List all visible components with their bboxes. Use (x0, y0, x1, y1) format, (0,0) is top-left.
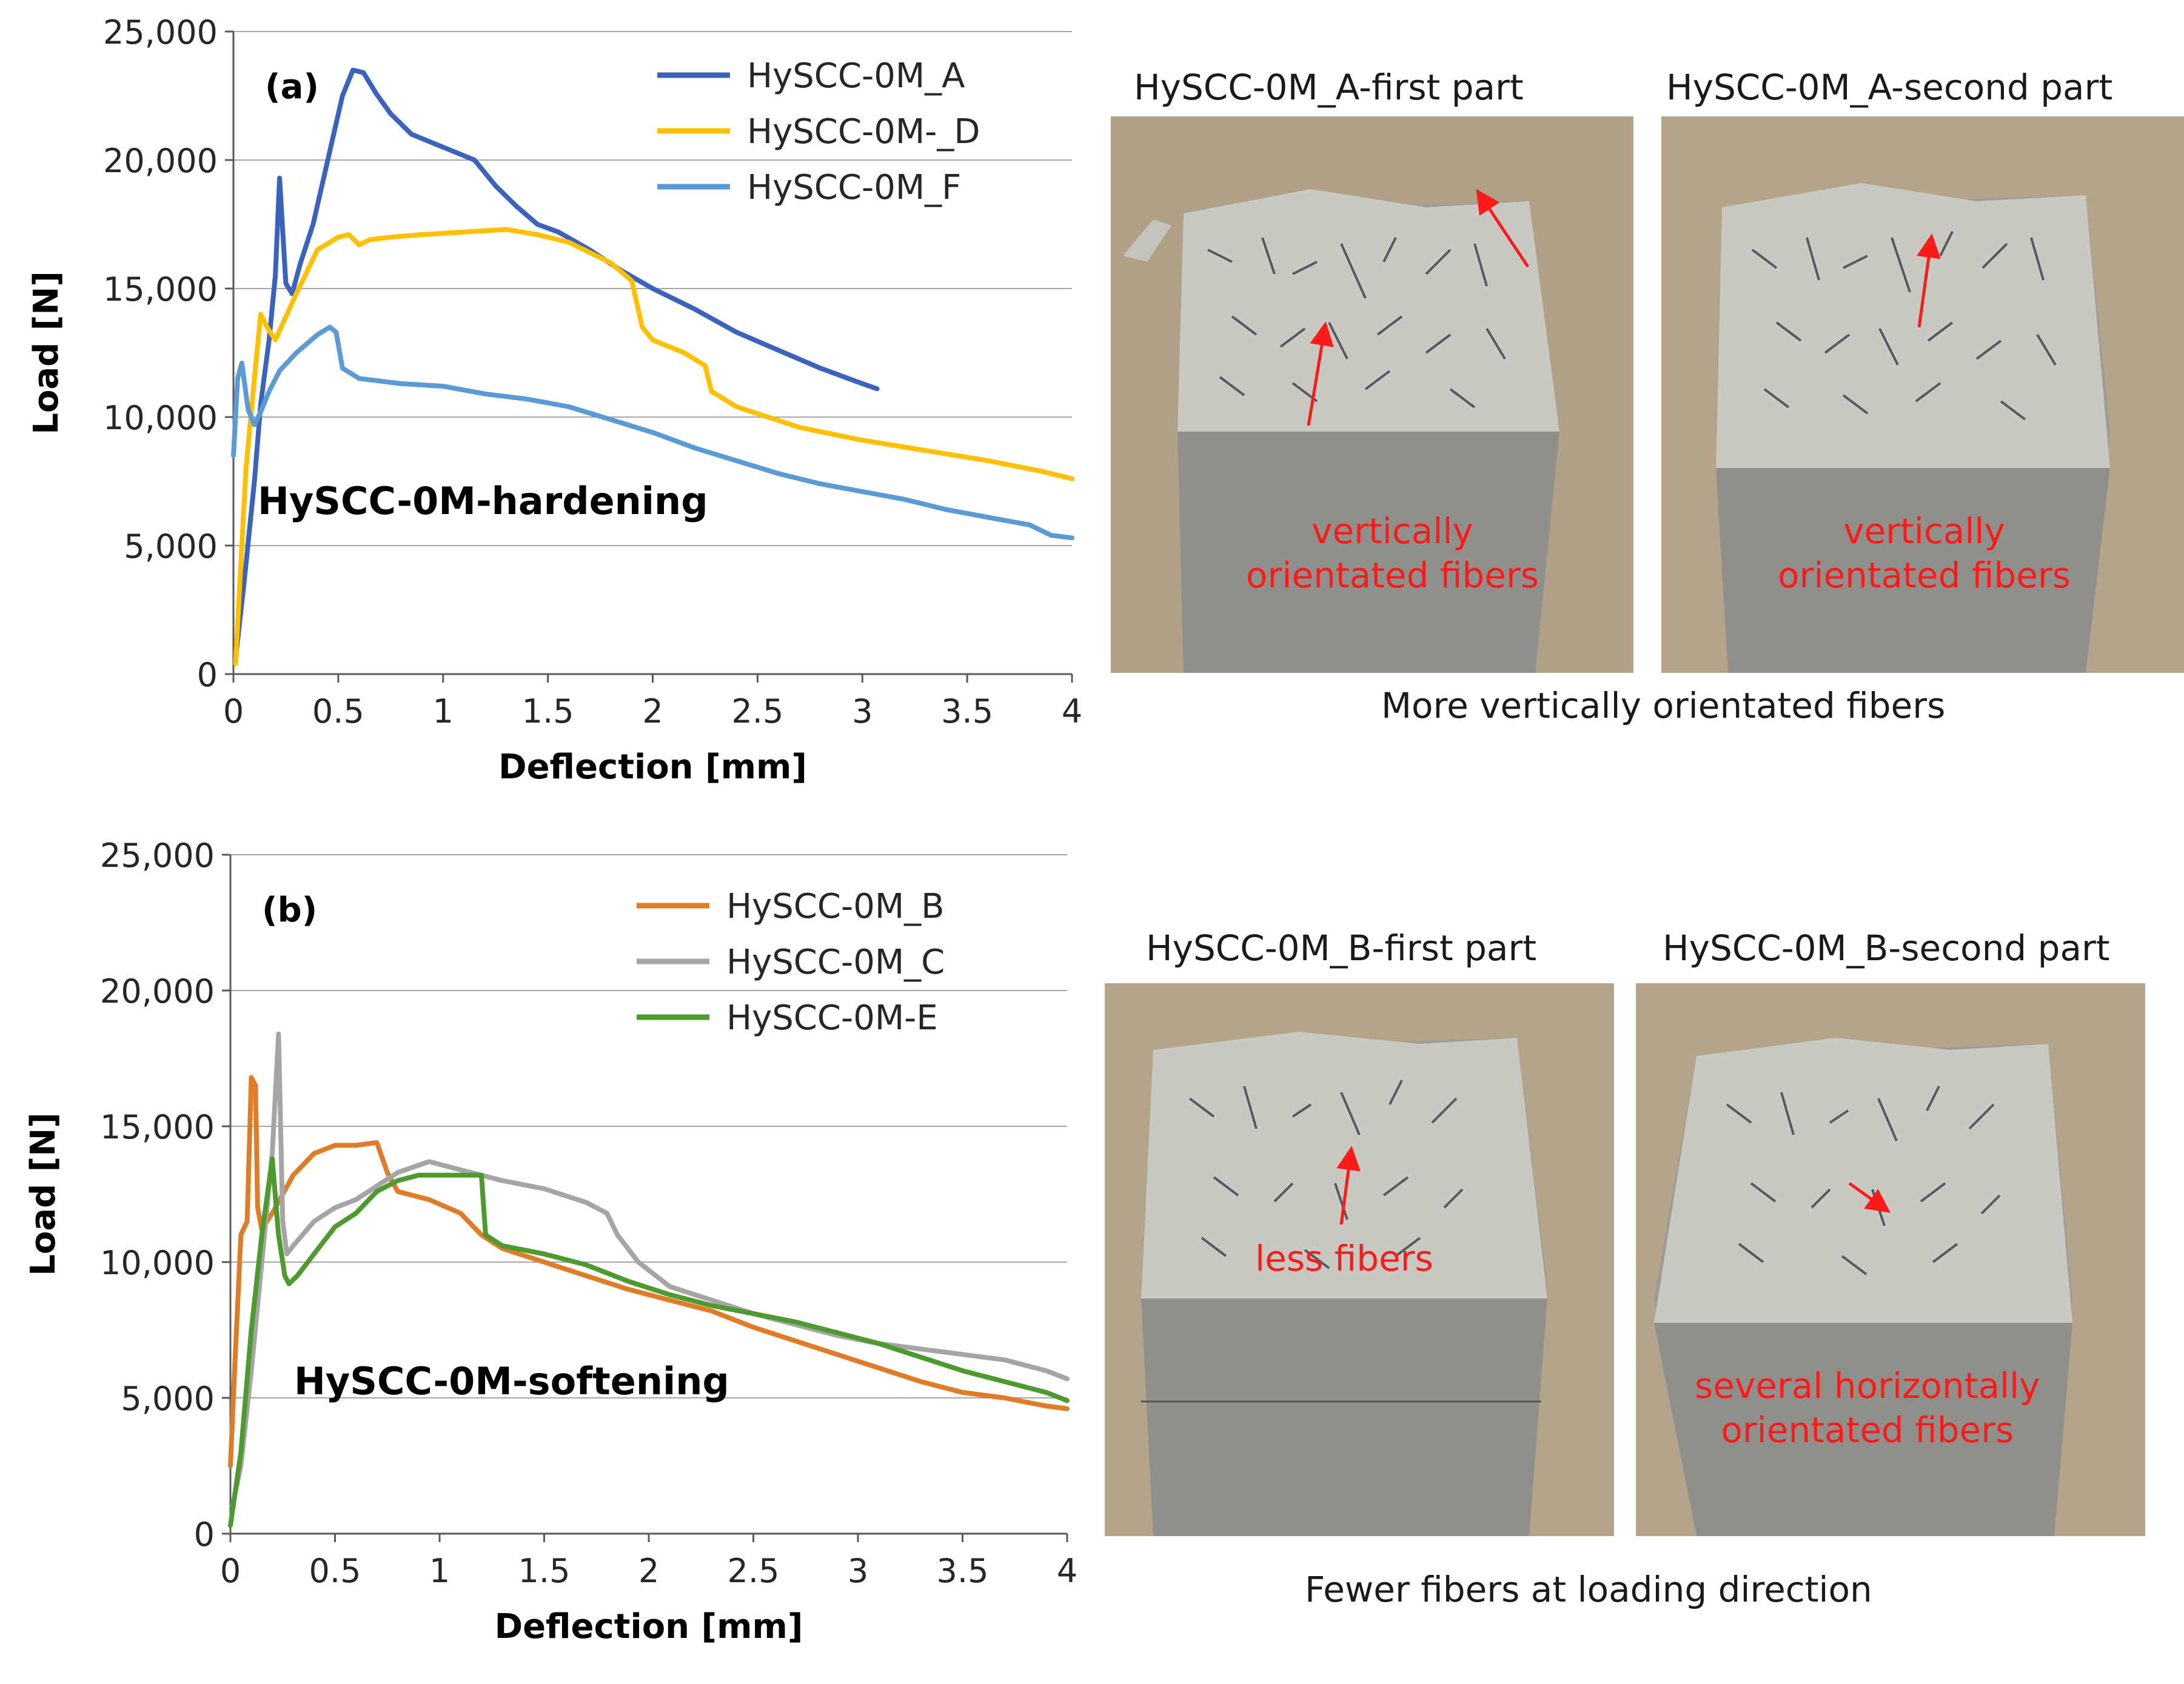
y-tick-label-2: 10,000 (100, 1244, 215, 1282)
series-line-HySCC-0M-E (228, 1156, 1070, 1528)
y-tick-label-1: 5,000 (124, 527, 218, 566)
series-line-HySCC-0M_B (228, 1075, 1070, 1468)
legend-label-2: HySCC-0M_F (747, 168, 961, 207)
chart-b-softening: 0 5,000 10,000 15,000 20,000 25,000 0 0.5 1 1.5 2 2… (24, 837, 1077, 1646)
arrow-b1 (1336, 1146, 1361, 1225)
legend-label-2: HySCC-0M-E (726, 998, 938, 1038)
arrow-a2 (1917, 233, 1941, 328)
y-tick-label-1: 5,000 (121, 1380, 215, 1418)
x-tick-label-3: 1.5 (522, 692, 574, 730)
x-tick-label-7: 3.5 (941, 692, 993, 730)
legend-label-1: HySCC-0M-_D (747, 112, 980, 152)
photo-a-second-part (1661, 116, 2184, 673)
x-tick-label-6: 3 (848, 1552, 868, 1590)
photo-a2-title: HySCC-0M_A-second part (1666, 67, 2113, 108)
x-tick-label-4: 2 (642, 692, 663, 730)
photo-a1-note: vertically orientated fibers (1246, 510, 1539, 596)
photo-b1-title: HySCC-0M_B-first part (1146, 927, 1537, 969)
x-tick-label-3: 1.5 (518, 1552, 571, 1590)
x-tick-label-1: 0.5 (309, 1552, 361, 1590)
photo-b-caption: Fewer fibers at loading direction (1305, 1569, 1872, 1610)
series-line-HySCC-0M-_D (233, 227, 1074, 666)
photo-b-first-part (1105, 983, 1614, 1536)
photo-b2-note: several horizontally orientated fibers (1695, 1365, 2040, 1451)
series-line-HySCC-0M_A (233, 67, 880, 661)
x-tick-label-8: 4 (1057, 1552, 1077, 1590)
legend-label-0: HySCC-0M_B (726, 887, 945, 926)
panel-label: (b) (262, 890, 317, 930)
x-tick-label-1: 0.5 (312, 692, 364, 730)
photo-a2-note: vertically orientated fibers (1778, 510, 2071, 596)
x-tick-label-0: 0 (223, 692, 244, 730)
x-axis-title: Deflection [mm] (498, 747, 807, 787)
panel-label: (a) (265, 67, 319, 107)
photo-b1-note: less fibers (1255, 1238, 1433, 1279)
x-axis-title: Deflection [mm] (495, 1607, 803, 1646)
photo-b2-title: HySCC-0M_B-second part (1663, 927, 2110, 969)
x-tick-label-4: 2 (638, 1552, 659, 1590)
x-tick-label-6: 3 (852, 692, 873, 730)
series-line-HySCC-0M_F (231, 324, 1074, 541)
y-tick-label-5: 25,000 (100, 837, 215, 875)
y-tick-label-2: 10,000 (103, 399, 218, 437)
x-tick-label-5: 2.5 (731, 692, 783, 730)
x-tick-label-8: 4 (1062, 692, 1082, 730)
x-tick-label-0: 0 (220, 1552, 241, 1590)
y-axis-title: Load [N] (24, 1112, 63, 1276)
legend-label-1: HySCC-0M_C (726, 943, 945, 982)
x-tick-label-7: 3.5 (937, 1552, 989, 1590)
y-tick-label-4: 20,000 (103, 142, 218, 180)
arrow-b2 (1848, 1181, 1891, 1213)
photo-a1-title: HySCC-0M_A-first part (1134, 67, 1524, 108)
x-tick-label-5: 2.5 (728, 1552, 780, 1590)
chart-annotation: HySCC-0M-softening (294, 1359, 729, 1403)
arrow-a1-left (1307, 321, 1334, 426)
photo-a-first-part (1111, 116, 1633, 673)
x-tick-label-2: 1 (429, 1552, 450, 1590)
y-tick-label-3: 15,000 (100, 1108, 215, 1146)
photo-b-second-part (1636, 983, 2145, 1536)
y-tick-label-0: 0 (194, 1515, 215, 1554)
y-tick-label-0: 0 (197, 656, 218, 694)
y-tick-label-3: 15,000 (103, 270, 218, 309)
y-axis-title: Load [N] (27, 271, 66, 435)
y-tick-label-5: 25,000 (103, 13, 218, 52)
legend-label-0: HySCC-0M_A (747, 56, 965, 96)
photo-a-caption: More vertically orientated fibers (1381, 685, 1946, 726)
x-tick-label-2: 1 (433, 692, 454, 730)
arrow-a1-right (1476, 189, 1530, 268)
y-tick-label-4: 20,000 (100, 972, 215, 1011)
chart-a-hardening: 0 5,000 10,000 15,000 20,000 25,000 0 0.5 1 1.5 2 2… (27, 13, 1082, 787)
chart-annotation: HySCC-0M-hardening (258, 479, 708, 523)
